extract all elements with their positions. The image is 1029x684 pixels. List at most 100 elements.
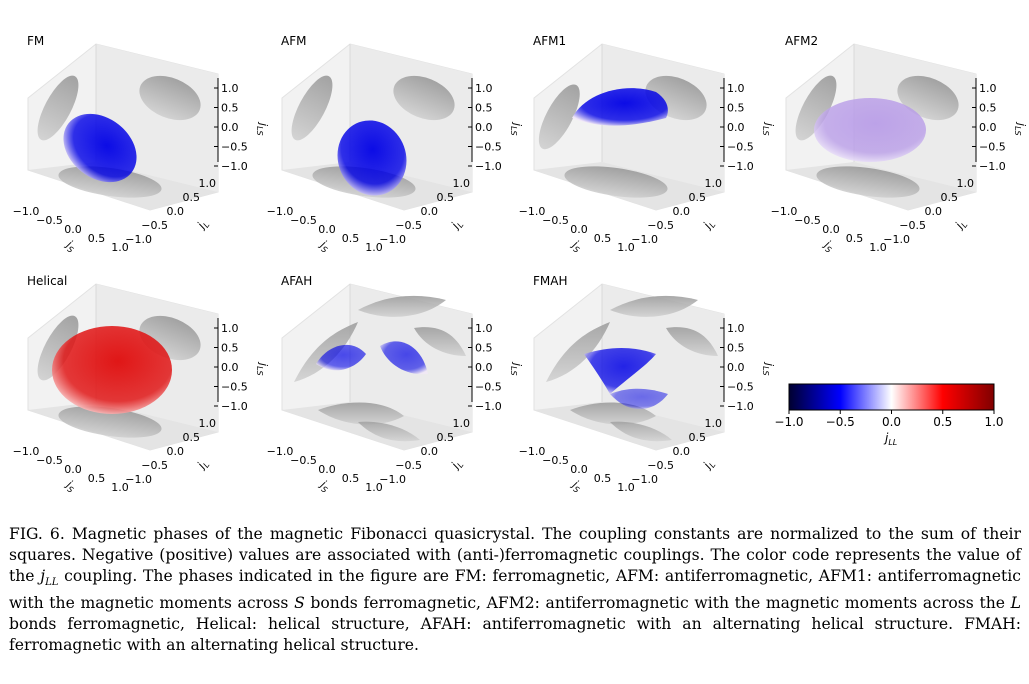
z-tick-label: −1.0 [979,160,1006,173]
y-tick-label: −1.0 [883,233,910,246]
figure-canvas: FM1.00.50.0−0.5−1.0jLS1.00.50.0−0.5−1.0j… [13,34,1028,495]
y-tick-label: −1.0 [125,233,152,246]
z-tick-label: 0.0 [727,121,745,134]
z-tick-label: 0.5 [727,342,745,355]
caption-text-2: coupling. The phases indicated in the fi… [9,567,1021,613]
x-tick-label: −1.0 [771,205,798,218]
projection-ls-l [897,75,959,121]
z-tick-label: 0.0 [475,121,493,134]
x-tick-label: 1.0 [617,481,635,494]
projection-s-l [816,166,920,198]
y-tick-label: −0.5 [899,219,926,232]
z-axis-label: jLS [255,361,270,376]
colorbar: −1.0 −0.5 0.0 0.5 1.0 jLL [774,383,1004,447]
z-tick-label: 1.0 [727,82,745,95]
y-tick-label: 1.0 [705,177,723,190]
x-tick-label: −1.0 [519,445,546,458]
panel-title-afah: AFAH [281,274,312,288]
z-tick-label: −1.0 [475,160,502,173]
panel-afm1: AFM11.00.50.0−0.5−1.0jLS1.00.50.0−0.5−1.… [519,34,776,255]
y-tick-label: 0.0 [421,445,439,458]
y-axis-label: jL [700,217,718,233]
x-axis-label: jS [315,477,332,495]
z-tick-label: 0.5 [475,342,493,355]
z-tick-label: 1.0 [979,82,997,95]
y-axis-label: jL [448,217,466,233]
y-tick-label: 0.5 [941,191,959,204]
z-tick-label: 1.0 [221,82,239,95]
x-tick-label: −0.5 [36,214,63,227]
y-tick-label: −0.5 [647,219,674,232]
panel-title-afm2: AFM2 [785,34,818,48]
colorbar-gradient [788,383,995,411]
colorbar-tick-label: 0.0 [882,415,901,429]
y-tick-label: 1.0 [705,417,723,430]
caption-l: L [1010,594,1021,613]
surface-afah-left [316,344,366,371]
panel-afm: AFM1.00.50.0−0.5−1.0jLS1.00.50.0−0.5−1.0… [267,34,524,255]
x-tick-label: −0.5 [36,454,63,467]
y-tick-label: 1.0 [199,177,217,190]
surface-fmah-top [584,348,656,394]
projection-ls-l [393,75,455,121]
z-axis-label: jLS [255,121,270,136]
colorbar-tick-label: 1.0 [984,415,1003,429]
colorbar-tick-label: −0.5 [826,415,855,429]
x-tick-label: 0.5 [846,232,864,245]
z-tick-label: 0.0 [221,361,239,374]
y-tick-label: 0.5 [437,431,455,444]
panel-title-helical: Helical [27,274,67,288]
z-tick-label: 1.0 [727,322,745,335]
projection-ls-s [538,84,580,150]
z-axis-label: jLS [509,121,524,136]
y-tick-label: 0.5 [437,191,455,204]
panel-title-fmah: FMAH [533,274,568,288]
caption-text-3: bonds ferromagnetic, AFM2: antiferromagn… [304,594,1011,613]
x-tick-label: 1.0 [365,241,383,254]
x-tick-label: 1.0 [869,241,887,254]
x-axis-label: jS [567,237,584,255]
projection-s-l [564,166,668,198]
x-tick-label: −1.0 [519,205,546,218]
panel-fmah: FMAH1.00.50.0−0.5−1.0jLS1.00.50.0−0.5−1.… [519,274,776,495]
colorbar-tick-label: 0.5 [933,415,952,429]
z-tick-label: 0.5 [475,102,493,115]
y-axis-label: jL [194,457,212,473]
x-tick-label: 0.5 [594,232,612,245]
panel-title-afm: AFM [281,34,306,48]
z-axis-label: jLS [509,361,524,376]
z-axis-label: jLS [761,121,776,136]
z-tick-label: −1.0 [727,160,754,173]
projection-ls-l [139,75,201,121]
y-tick-label: −0.5 [395,459,422,472]
y-axis-label: jL [448,457,466,473]
y-tick-label: −0.5 [141,459,168,472]
z-tick-label: −0.5 [221,381,248,394]
projection-ls-s [291,75,333,141]
y-tick-label: −0.5 [141,219,168,232]
caption-text-1: FIG. 6. Magnetic phases of the magnetic … [9,525,1021,585]
y-tick-label: −0.5 [395,219,422,232]
x-axis-label: jS [61,477,78,495]
panel-helical: Helical1.00.50.0−0.5−1.0jLS1.00.50.0−0.5… [13,274,270,495]
surface-afm [337,120,407,196]
z-tick-label: −1.0 [221,160,248,173]
z-tick-label: 0.0 [475,361,493,374]
x-tick-label: 1.0 [111,241,129,254]
panel-fm: FM1.00.50.0−0.5−1.0jLS1.00.50.0−0.5−1.0j… [13,34,270,255]
y-tick-label: 0.5 [689,191,707,204]
y-tick-label: −1.0 [379,233,406,246]
z-axis-label: jLS [1013,121,1028,136]
x-tick-label: −1.0 [267,205,294,218]
x-tick-label: 0.5 [88,232,106,245]
z-tick-label: 0.5 [221,342,239,355]
z-tick-label: 0.0 [979,121,997,134]
z-tick-label: 0.0 [221,121,239,134]
colorbar-tick-label: −1.0 [774,415,803,429]
x-tick-label: −1.0 [267,445,294,458]
projection-ls-s [37,75,79,141]
z-tick-label: −0.5 [727,141,754,154]
x-tick-label: −0.5 [290,454,317,467]
caption-s: S [294,594,305,613]
x-tick-label: 1.0 [365,481,383,494]
